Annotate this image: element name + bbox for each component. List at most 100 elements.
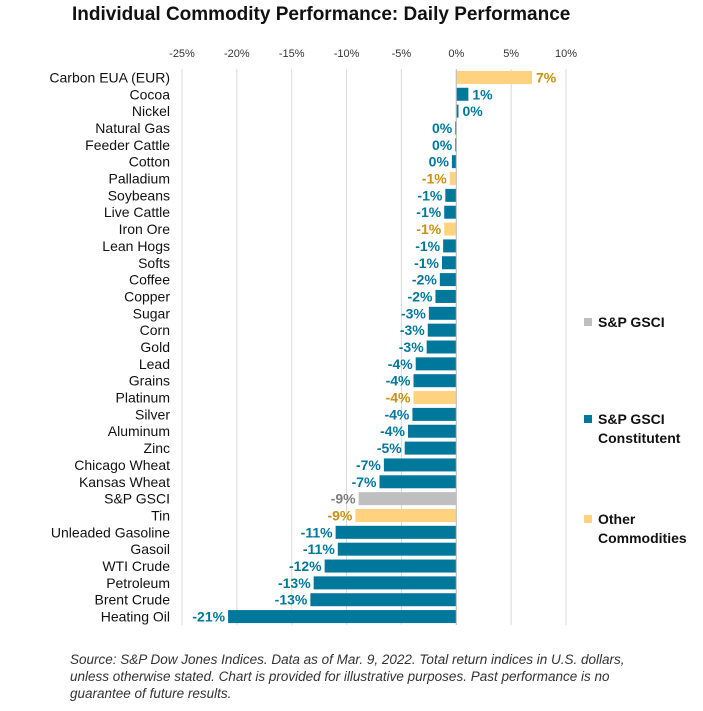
category-label: Corn — [140, 322, 170, 338]
category-label: Zinc — [144, 440, 170, 456]
bar — [456, 104, 459, 118]
category-label: Gasoil — [130, 541, 170, 557]
x-tick-label: 5% — [503, 48, 519, 60]
category-label: Lean Hogs — [102, 238, 170, 254]
bar — [335, 525, 457, 539]
x-tick-label: -5% — [392, 48, 412, 60]
category-label: Tin — [151, 507, 170, 523]
bar — [444, 205, 457, 219]
bar — [404, 441, 457, 455]
data-label: 0% — [432, 137, 453, 153]
data-label: -1% — [422, 171, 447, 187]
category-label: Palladium — [109, 171, 170, 187]
bar — [355, 508, 457, 522]
category-label: Petroleum — [106, 575, 170, 591]
category-label: Lead — [139, 356, 170, 372]
bar — [228, 610, 457, 624]
data-label: 7% — [536, 69, 557, 85]
data-label: -1% — [414, 255, 439, 271]
legend-swatch-index — [584, 318, 592, 326]
bar — [408, 424, 457, 438]
legend-label-index: S&P GSCI — [598, 314, 665, 330]
data-label: -4% — [380, 423, 405, 439]
category-label: Brent Crude — [95, 592, 171, 608]
source-note: Source: S&P Dow Jones Indices. Data as o… — [70, 652, 625, 701]
bar — [413, 391, 457, 405]
data-label: -3% — [400, 322, 425, 338]
x-tick-label: 0% — [448, 48, 464, 60]
bar — [415, 357, 457, 371]
category-label: Grains — [129, 373, 170, 389]
category-label: Nickel — [132, 103, 170, 119]
category-label: Platinum — [116, 390, 170, 406]
data-label: 0% — [462, 103, 483, 119]
data-label: -4% — [386, 373, 411, 389]
bar — [324, 559, 457, 573]
legend-label-constituent: S&P GSCI Constitutent — [598, 411, 681, 446]
data-label: -9% — [327, 507, 352, 523]
data-label: -1% — [417, 187, 442, 203]
data-label: 1% — [472, 86, 493, 102]
legend-swatch-other — [584, 515, 592, 523]
data-label: -1% — [415, 238, 440, 254]
x-tick-label: -15% — [279, 48, 305, 60]
data-label: -4% — [386, 390, 411, 406]
bar — [444, 222, 457, 236]
bar — [439, 273, 457, 287]
bar-chart: -25% -20% -15% -10% -5% 0% 5% 10% Carbon EUA (EU… — [49, 48, 577, 625]
data-label: -11% — [301, 524, 333, 540]
bar — [358, 492, 457, 506]
bar — [412, 407, 457, 421]
bar — [383, 458, 457, 472]
data-label: -21% — [192, 609, 225, 625]
data-label: -2% — [412, 272, 437, 288]
category-label: Iron Ore — [119, 221, 171, 237]
bar — [449, 172, 457, 186]
category-label: Kansas Wheat — [79, 474, 170, 490]
x-tick-label: -20% — [224, 48, 250, 60]
data-label: -2% — [408, 288, 433, 304]
data-label: 0% — [432, 120, 453, 136]
category-label: WTI Crude — [102, 558, 170, 574]
bar — [445, 188, 457, 202]
category-label: Gold — [140, 339, 170, 355]
bar — [337, 542, 457, 556]
category-label: Sugar — [133, 305, 171, 321]
bar — [456, 70, 532, 84]
chart-title: Individual Commodity Performance: Daily … — [72, 4, 571, 25]
legend-label-other: Other Commodities — [598, 511, 687, 546]
bar — [313, 576, 457, 590]
bar — [443, 239, 457, 253]
bar — [379, 475, 457, 489]
data-label: -7% — [352, 474, 377, 490]
bar — [413, 374, 457, 388]
category-label: Copper — [124, 288, 170, 304]
category-label: Unleaded Gasoline — [51, 524, 170, 540]
data-label: -13% — [278, 575, 311, 591]
category-label: Coffee — [129, 272, 170, 288]
bar — [451, 155, 457, 169]
category-label: Heating Oil — [101, 609, 170, 625]
category-label: Chicago Wheat — [74, 457, 170, 473]
data-label: -12% — [289, 558, 322, 574]
data-label: -5% — [377, 440, 402, 456]
x-tick-label: -25% — [169, 48, 195, 60]
data-label: 0% — [429, 154, 450, 170]
category-label: Silver — [135, 406, 170, 422]
data-label: -7% — [356, 457, 381, 473]
category-label: Cocoa — [130, 86, 171, 102]
category-label: Feeder Cattle — [85, 137, 170, 153]
bar — [428, 306, 457, 320]
x-tick-label: 10% — [555, 48, 577, 60]
category-label: Soybeans — [108, 187, 170, 203]
data-label: -11% — [303, 541, 335, 557]
legend-swatch-constituent — [584, 415, 592, 423]
data-label: -3% — [401, 305, 426, 321]
bar — [442, 256, 457, 270]
category-label: Live Cattle — [104, 204, 170, 220]
data-label: -4% — [384, 406, 409, 422]
bar — [310, 593, 457, 607]
category-label: Natural Gas — [95, 120, 170, 136]
category-label: S&P GSCI — [104, 491, 170, 507]
category-label: Carbon EUA (EUR) — [49, 69, 170, 85]
